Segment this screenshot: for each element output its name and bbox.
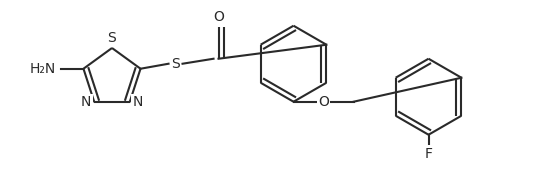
Text: S: S xyxy=(171,57,180,71)
Text: N: N xyxy=(132,95,143,109)
Text: O: O xyxy=(318,95,329,109)
Text: O: O xyxy=(213,10,224,24)
Text: S: S xyxy=(108,31,117,45)
Text: H₂N: H₂N xyxy=(29,62,55,76)
Text: N: N xyxy=(81,95,91,109)
Text: F: F xyxy=(424,147,433,161)
